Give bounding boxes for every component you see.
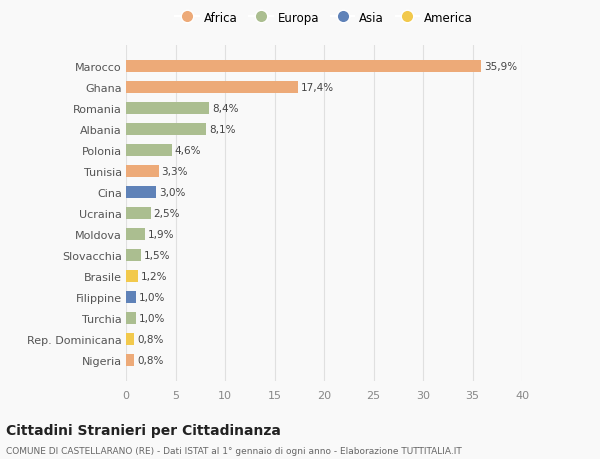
Bar <box>126 354 134 366</box>
Text: 17,4%: 17,4% <box>301 83 334 93</box>
Bar <box>126 187 156 198</box>
Text: 3,0%: 3,0% <box>158 188 185 197</box>
Bar <box>126 207 151 219</box>
Bar <box>126 313 136 324</box>
Text: 4,6%: 4,6% <box>175 146 201 156</box>
Text: Cittadini Stranieri per Cittadinanza: Cittadini Stranieri per Cittadinanza <box>6 423 281 437</box>
Text: 3,3%: 3,3% <box>161 167 188 177</box>
Text: COMUNE DI CASTELLARANO (RE) - Dati ISTAT al 1° gennaio di ogni anno - Elaborazio: COMUNE DI CASTELLARANO (RE) - Dati ISTAT… <box>6 447 462 455</box>
Text: 2,5%: 2,5% <box>154 208 180 218</box>
Text: 1,0%: 1,0% <box>139 313 165 323</box>
Bar <box>126 82 298 94</box>
Bar <box>126 145 172 157</box>
Text: 0,8%: 0,8% <box>137 355 163 365</box>
Bar <box>126 229 145 240</box>
Bar <box>126 333 134 345</box>
Text: 1,0%: 1,0% <box>139 292 165 302</box>
Text: 1,5%: 1,5% <box>144 250 170 260</box>
Bar <box>126 61 481 73</box>
Bar <box>126 291 136 303</box>
Text: 35,9%: 35,9% <box>484 62 518 72</box>
Bar <box>126 166 158 177</box>
Text: 8,4%: 8,4% <box>212 104 239 114</box>
Text: 1,2%: 1,2% <box>141 271 167 281</box>
Bar <box>126 103 209 114</box>
Text: 8,1%: 8,1% <box>209 125 236 134</box>
Bar <box>126 250 141 261</box>
Legend: Africa, Europa, Asia, America: Africa, Europa, Asia, America <box>175 11 473 24</box>
Bar <box>126 270 138 282</box>
Text: 0,8%: 0,8% <box>137 334 163 344</box>
Text: 1,9%: 1,9% <box>148 230 174 239</box>
Bar <box>126 124 206 135</box>
